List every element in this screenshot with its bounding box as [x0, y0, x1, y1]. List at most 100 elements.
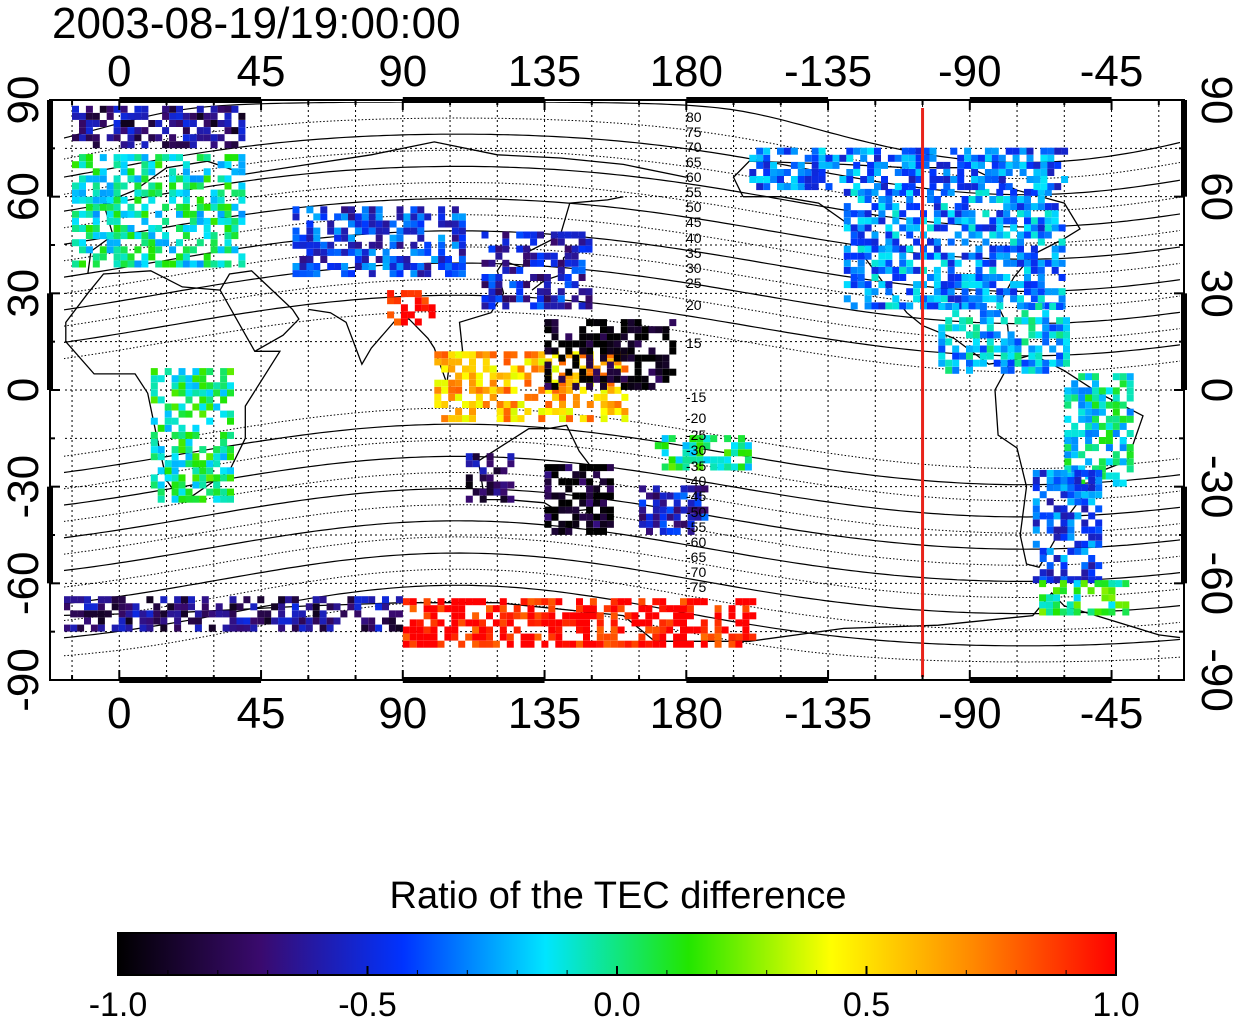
- tec-cell: [70, 624, 78, 632]
- tec-cell: [850, 274, 858, 281]
- tec-cell: [913, 188, 921, 196]
- tec-cell: [292, 227, 300, 235]
- tec-cell: [1032, 519, 1040, 527]
- tec-cell: [627, 354, 635, 362]
- tec-cell: [416, 633, 424, 641]
- tec-cell: [933, 295, 941, 303]
- tec-cell: [1054, 161, 1062, 169]
- tec-cell: [479, 619, 486, 627]
- contour-label-north: 55: [686, 184, 702, 200]
- tec-cell: [182, 260, 190, 268]
- tec-cell: [957, 161, 965, 169]
- tec-cell: [850, 188, 858, 196]
- tec-cell: [231, 232, 239, 240]
- tec-cell: [531, 351, 539, 359]
- tec-cell: [1126, 380, 1134, 388]
- tec-cell: [85, 203, 93, 211]
- tec-cell: [192, 403, 200, 411]
- tec-cell: [382, 256, 390, 263]
- tec-cell: [162, 217, 170, 225]
- tec-cell: [627, 326, 635, 334]
- tec-cell: [1058, 245, 1066, 253]
- tec-cell: [185, 431, 193, 439]
- tec-cell: [1073, 594, 1081, 602]
- tec-cell: [347, 603, 355, 611]
- colorbar-title: Ratio of the TEC difference: [390, 875, 847, 917]
- contour-label-north: 50: [686, 199, 702, 215]
- tec-cell: [689, 435, 697, 443]
- tec-cell: [933, 210, 941, 218]
- tec-cell: [127, 134, 135, 142]
- tec-cell: [113, 253, 121, 261]
- tec-cell: [72, 189, 79, 197]
- tec-cell: [417, 220, 425, 228]
- tec-cell: [445, 263, 452, 270]
- tec-cell: [448, 415, 456, 423]
- tec-cell: [1063, 317, 1070, 325]
- tec-cell: [606, 464, 614, 472]
- tec-cell: [185, 375, 193, 383]
- tec-cell: [1010, 281, 1018, 289]
- tec-cell: [1067, 576, 1075, 584]
- tec-cell: [229, 610, 237, 618]
- tec-cell: [530, 259, 538, 267]
- tec-cell: [749, 169, 757, 176]
- tec-cell: [472, 619, 480, 627]
- tec-cell: [488, 302, 496, 310]
- tec-cell: [589, 598, 597, 606]
- lat-tick-label-left: 60: [0, 172, 48, 221]
- tec-cell: [215, 603, 223, 611]
- tec-cell: [292, 263, 300, 270]
- tec-cell: [220, 453, 228, 461]
- tec-cell: [208, 624, 216, 632]
- tec-cell: [99, 189, 107, 197]
- tec-cell: [1095, 519, 1103, 527]
- tec-cell: [744, 463, 752, 471]
- tec-cell: [1040, 147, 1048, 155]
- tec-cell: [641, 375, 649, 383]
- tec-cell: [188, 596, 195, 604]
- tec-cell: [243, 624, 251, 632]
- tec-cell: [606, 333, 614, 341]
- tec-cell: [1126, 458, 1134, 466]
- tec-cell: [320, 256, 328, 263]
- tec-cell: [171, 467, 179, 475]
- tec-cell: [523, 259, 531, 267]
- tec-cell: [1030, 245, 1038, 253]
- tec-cell: [1030, 203, 1038, 211]
- tec-cell: [1040, 176, 1048, 183]
- tec-cell: [606, 513, 614, 521]
- tec-cell: [1098, 437, 1106, 444]
- contour-label-north: 30: [686, 260, 702, 276]
- tec-cell: [915, 147, 923, 155]
- tec-cell: [113, 260, 121, 268]
- tec-cell: [1071, 422, 1079, 430]
- tec-cell: [178, 368, 186, 376]
- tec-cell: [878, 203, 886, 211]
- tec-cell: [1094, 580, 1102, 588]
- tec-cell: [763, 147, 771, 155]
- tec-cell: [164, 467, 172, 475]
- tec-cell: [206, 389, 214, 397]
- tec-cell: [1126, 394, 1134, 402]
- tec-cell: [171, 403, 179, 411]
- tec-cell: [551, 382, 559, 390]
- tec-cell: [593, 368, 601, 376]
- tec-cell: [1030, 281, 1038, 289]
- tec-cell: [455, 386, 463, 394]
- tec-cell: [134, 154, 142, 162]
- tec-cell: [238, 217, 246, 225]
- tec-cell: [174, 617, 182, 625]
- tec-cell: [160, 610, 168, 618]
- tec-cell: [79, 175, 86, 183]
- tec-cell: [238, 120, 246, 127]
- tec-cell: [417, 270, 425, 278]
- tec-cell: [506, 612, 514, 620]
- tec-cell: [118, 617, 126, 625]
- tec-cell: [150, 439, 158, 446]
- tec-cell: [565, 499, 573, 507]
- tec-cell: [458, 213, 466, 221]
- tec-cell: [236, 624, 244, 632]
- tec-cell: [1105, 387, 1113, 395]
- contour-label-south: -60: [686, 534, 706, 550]
